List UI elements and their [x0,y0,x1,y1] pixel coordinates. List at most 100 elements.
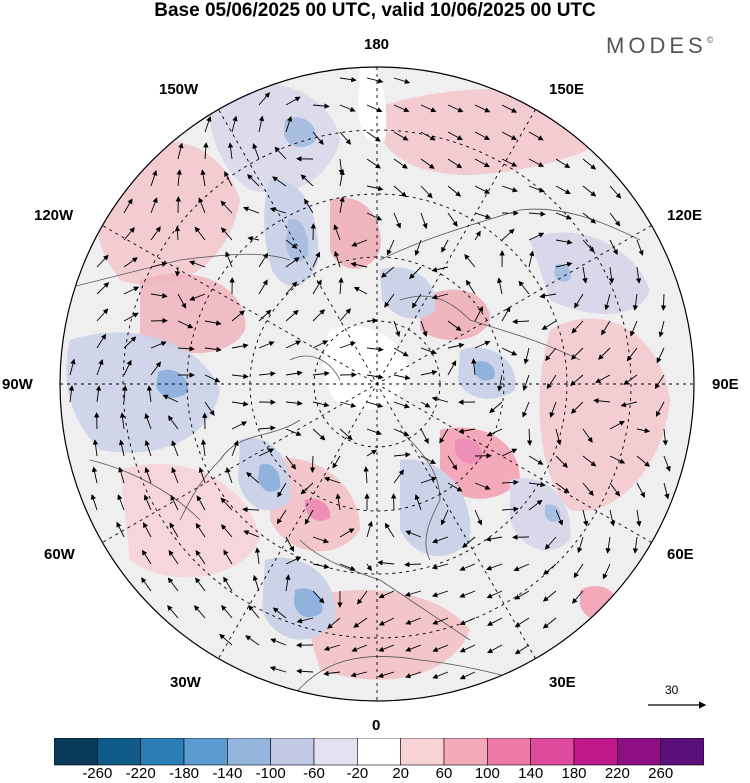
wind-arrow [150,261,168,268]
wind-arrow [168,549,179,565]
wind-arrow [350,261,368,268]
wind-arrow [412,293,422,309]
wind-arrow [501,131,517,140]
wind-arrow [312,103,330,109]
longitude-label-150e: 150E [549,81,585,98]
wind-arrow [123,257,138,268]
wind-arrow [123,227,135,241]
wind-arrow [195,522,206,538]
wind-arrow [582,158,597,170]
wind-arrow [501,228,515,241]
wind-arrow [366,158,381,169]
longitude-label-60w: 60W [44,546,75,563]
anomaly-positive [120,463,260,578]
colorbar-tick-label: -20 [346,765,369,782]
wind-arrow [390,493,397,511]
wind-arrow [512,318,530,325]
colorbar-tick-label: 260 [648,765,674,782]
wind-arrow [171,467,179,484]
wind-arrow [285,428,302,436]
graticule [60,67,694,701]
wind-arrow [339,401,357,408]
wind-arrow [474,340,491,349]
wind-arrow [570,347,584,360]
colorbar-swatch [270,738,315,766]
wind-arrow [270,638,287,646]
wind-arrow [351,644,368,652]
wind-arrow [636,427,651,434]
wind-arrow [393,347,409,357]
wind-arrow [353,286,368,295]
wind-arrow [174,225,181,241]
wind-arrow [609,420,625,430]
wind-arrow [285,115,293,133]
wind-arrow [269,666,287,673]
wind-arrow [593,398,611,404]
wind-arrow [420,320,428,337]
wind-arrow [658,320,665,338]
wind-arrow [420,104,437,113]
wind-arrow [69,358,76,376]
wind-arrow [117,494,125,511]
wind-arrow [377,560,395,566]
wind-arrow [243,206,260,214]
wind-arrow [582,212,597,224]
wind-arrow [366,346,384,352]
anomaly-positive [300,590,470,680]
colorbar-swatch [530,738,575,766]
wind-arrow [420,347,437,355]
wind-arrow [393,320,401,338]
wind-arrow [663,455,671,472]
wind-arrow [123,198,133,214]
wind-arrow [312,131,324,145]
wind-arrow [393,428,410,437]
wind-arrow [296,668,314,674]
wind-arrow [595,374,611,383]
wind-arrow [357,590,368,605]
wind-arrow [339,104,356,112]
anomaly-strong-negative [284,117,317,148]
wind-arrow [274,146,287,160]
wind-arrow [141,577,152,592]
wind-arrow [204,374,221,383]
wind-arrow [662,428,668,446]
wind-arrow [609,185,622,199]
wind-arrow [414,239,422,256]
colorbar-tick-label: -180 [168,765,200,782]
wind-arrow [440,509,449,526]
wind-arrow [577,536,584,554]
wind-arrow [447,158,463,169]
wind-arrow [204,401,215,416]
wind-arrow [486,590,503,599]
colorbar-swatch [54,738,98,766]
anomaly-negative [510,478,571,551]
longitude-label-90w: 90W [2,376,33,393]
wind-arrow [439,428,449,444]
wind-arrow [285,257,300,268]
anomaly-negative [209,82,340,193]
wind-arrow [432,617,449,625]
chart-title: Base 05/06/2025 00 UTC, valid 10/06/2025… [154,0,596,21]
longitude-label-90e: 90E [712,376,739,393]
wind-arrow [602,563,611,580]
wind-arrow [544,536,557,550]
wind-arrow [200,169,206,187]
wind-reference-value: 30 [665,683,679,697]
wind-arrow [339,308,351,322]
wind-arrow [285,281,298,295]
wind-arrow [420,212,428,229]
wind-arrow [258,371,276,377]
longitude-label-60e: 60E [667,546,694,563]
wind-arrow [285,400,303,406]
wind-arrow [656,347,665,364]
wind-arrow [116,521,125,538]
wind-arrow [459,617,476,626]
wind-arrow [312,309,326,322]
wind-arrow [654,374,665,390]
wind-arrow [90,493,98,511]
wind-arrow [609,509,616,527]
wind-arrow [167,605,179,619]
wind-arrow [474,482,491,490]
wind-arrow [285,340,302,349]
wind-arrow [258,425,276,431]
